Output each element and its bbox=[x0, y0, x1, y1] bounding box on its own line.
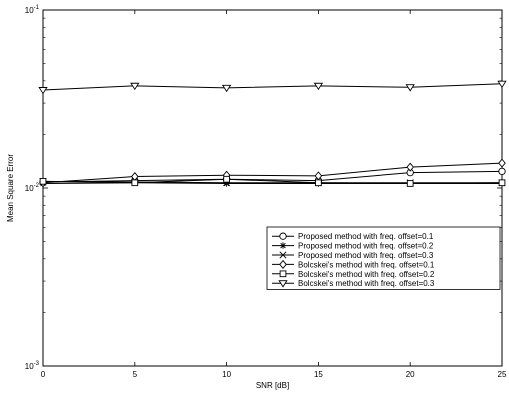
legend-label: Proposed method with freq. offset=0.1 bbox=[298, 232, 434, 241]
plot-frame bbox=[43, 10, 502, 366]
data-point bbox=[499, 168, 505, 174]
x-tick-label: 15 bbox=[314, 370, 323, 379]
x-tick-label: 0 bbox=[41, 370, 46, 379]
plot-area bbox=[43, 10, 502, 366]
data-point bbox=[407, 181, 413, 187]
data-point bbox=[280, 271, 286, 277]
legend-label: Bolcskei's method with freq. offset=0.3 bbox=[298, 279, 435, 288]
data-point bbox=[224, 176, 230, 182]
legend-label: Proposed method with freq. offset=0.2 bbox=[298, 242, 434, 251]
legend: Proposed method with freq. offset=0.1Pro… bbox=[267, 227, 500, 289]
data-point bbox=[40, 178, 46, 184]
x-tick-label: 10 bbox=[222, 370, 231, 379]
legend-label: Bolcskei's method with freq. offset=0.2 bbox=[298, 270, 435, 279]
x-tick-label: 20 bbox=[406, 370, 415, 379]
data-point bbox=[316, 180, 322, 186]
legend-label: Bolcskei's method with freq. offset=0.1 bbox=[298, 260, 435, 269]
x-tick-label: 25 bbox=[498, 370, 507, 379]
y-tick-label: 10-1 bbox=[25, 5, 40, 15]
x-axis-title: SNR [dB] bbox=[256, 381, 289, 390]
legend-label: Proposed method with freq. offset=0.3 bbox=[298, 251, 434, 260]
y-tick-label: 10-2 bbox=[25, 183, 40, 193]
y-axis-title: Mean Square Error bbox=[6, 154, 15, 222]
data-point bbox=[499, 180, 505, 186]
data-point bbox=[280, 242, 286, 248]
y-tick-label: 10-3 bbox=[25, 361, 40, 371]
x-tick-label: 5 bbox=[133, 370, 138, 379]
data-point bbox=[280, 233, 286, 239]
data-point bbox=[132, 180, 138, 186]
